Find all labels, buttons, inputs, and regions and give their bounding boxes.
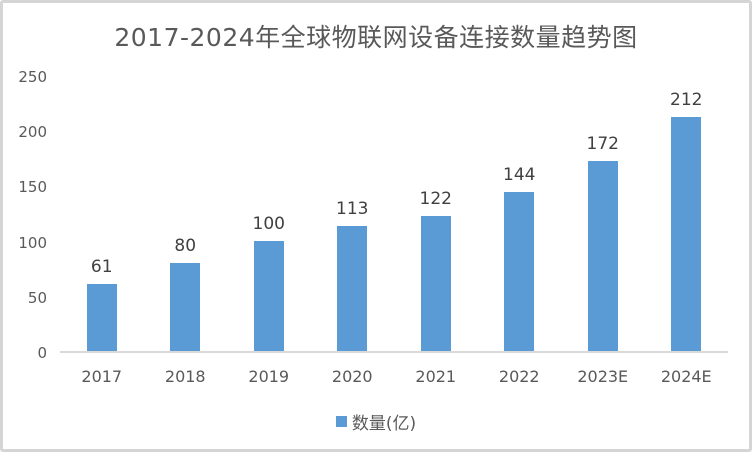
bar-value-label: 212 xyxy=(670,89,703,110)
bar-slot-2017: 61 xyxy=(60,77,144,353)
legend-label: 数量(亿) xyxy=(351,414,417,434)
bar-2023E xyxy=(587,161,618,351)
bar-slot-2020: 113 xyxy=(311,77,395,353)
bar-value-label: 144 xyxy=(503,165,536,186)
x-tick-label: 2024E xyxy=(660,367,712,386)
chart-title: 2017-2024年全球物联网设备连接数量趋势图 xyxy=(114,23,638,52)
y-tick-label: 100 xyxy=(18,233,47,252)
bar-slot-2023E: 172 xyxy=(561,77,645,353)
bar-value-label: 80 xyxy=(174,235,197,256)
y-tick-label: 150 xyxy=(18,178,47,197)
x-tick-label: 2017 xyxy=(81,367,123,386)
legend-swatch-icon xyxy=(335,416,347,427)
bar-series: 61 80 100 113 122 144 172 212 xyxy=(60,77,728,353)
bar-2020 xyxy=(337,226,368,351)
y-tick-label: 200 xyxy=(18,123,47,142)
x-tick-label: 2022 xyxy=(498,367,540,386)
bar-slot-2018: 80 xyxy=(144,77,228,353)
bar-value-label: 61 xyxy=(90,256,113,277)
bar-value-label: 122 xyxy=(419,189,452,210)
bar-2019 xyxy=(253,240,284,351)
x-tick-label: 2023E xyxy=(577,367,629,386)
x-axis-line xyxy=(60,351,728,353)
x-tick-label: 2021 xyxy=(415,367,457,386)
bar-slot-2019: 100 xyxy=(227,77,311,353)
bar-slot-2024E: 212 xyxy=(645,77,729,353)
y-axis-ticks: 0 50 100 150 200 250 xyxy=(7,68,47,362)
bar-2021 xyxy=(420,216,451,351)
y-tick-label: 0 xyxy=(37,344,47,362)
x-axis-labels: 2017 2018 2019 2020 2021 2022 2023E 2024E xyxy=(60,367,728,386)
bar-value-label: 172 xyxy=(586,134,619,155)
bar-slot-2022: 144 xyxy=(478,77,562,353)
bar-2022 xyxy=(504,192,535,351)
bar-slot-2021: 122 xyxy=(394,77,478,353)
x-tick-label: 2019 xyxy=(248,367,290,386)
bar-value-label: 100 xyxy=(252,213,285,234)
bar-2017 xyxy=(86,283,117,351)
x-tick-label: 2020 xyxy=(331,367,373,386)
bar-value-label: 113 xyxy=(336,199,369,220)
plot-area: 0 50 100 150 200 250 61 80 100 113 122 144 172 212 2… xyxy=(18,68,728,386)
x-tick-label: 2018 xyxy=(164,367,206,386)
legend: 数量(亿) xyxy=(3,409,749,434)
y-tick-label: 50 xyxy=(27,288,47,307)
bar-2024E xyxy=(671,116,702,351)
y-tick-label: 250 xyxy=(18,68,47,86)
bar-2018 xyxy=(170,262,201,351)
